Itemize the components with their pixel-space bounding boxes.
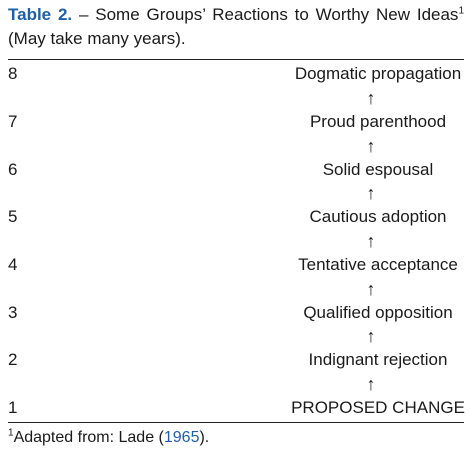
row-stage: Proud parenthood: [309, 112, 447, 131]
table-row: 2 Indignant rejection: [8, 348, 464, 372]
up-arrow-icon: ↑: [366, 183, 376, 203]
row-number: 3: [8, 303, 18, 322]
table-row: 1 PROPOSED CHANGE: [8, 396, 465, 420]
up-arrow-icon: ↑: [366, 279, 376, 299]
footnote: 1Adapted from: Lade (1965).: [8, 427, 209, 449]
row-number: 2: [8, 350, 18, 369]
row-number: 7: [8, 112, 18, 131]
table-row: 6 Solid espousal: [8, 158, 464, 182]
table-label: Table 2.: [8, 5, 73, 24]
footnote-end: ).: [199, 429, 210, 446]
row-number: 1: [8, 398, 18, 417]
table-row: 8 Dogmatic propagation: [8, 62, 464, 86]
row-number: 8: [8, 64, 18, 83]
top-rule: [8, 59, 464, 60]
table-row: 7 Proud parenthood: [8, 110, 464, 134]
row-stage: Solid espousal: [322, 160, 434, 179]
title-footnote-marker: 1: [458, 5, 464, 17]
up-arrow-icon: ↑: [366, 326, 376, 346]
footnote-marker: 1: [8, 427, 14, 439]
row-number: 5: [8, 207, 18, 226]
row-stage: PROPOSED CHANGE: [291, 398, 465, 417]
row-stage: Dogmatic propagation: [294, 64, 462, 83]
up-arrow-icon: ↑: [366, 136, 376, 156]
table-row: 3 Qualified opposition: [8, 301, 464, 325]
row-number: 6: [8, 160, 18, 179]
up-arrow-icon: ↑: [366, 231, 376, 251]
up-arrow-icon: ↑: [366, 88, 376, 108]
row-stage: Indignant rejection: [308, 350, 448, 369]
footnote-text: Adapted from: Lade (: [13, 429, 164, 446]
table-caption: Table 2. – Some Groups’ Reactions to Wor…: [8, 3, 464, 51]
row-number: 4: [8, 255, 18, 274]
table-title-part2: (May take many years).: [8, 29, 186, 48]
table-row: 5 Cautious adoption: [8, 205, 464, 229]
bottom-rule: [8, 422, 464, 423]
reference-link[interactable]: 1965: [163, 429, 200, 446]
table-title-part1: – Some Groups’ Reactions to Worthy New I…: [72, 5, 459, 24]
row-stage: Qualified opposition: [303, 303, 453, 322]
up-arrow-icon: ↑: [366, 374, 376, 394]
table-row: 4 Tentative acceptance: [8, 253, 464, 277]
row-stage: Cautious adoption: [309, 207, 447, 226]
row-stage: Tentative acceptance: [298, 255, 458, 274]
